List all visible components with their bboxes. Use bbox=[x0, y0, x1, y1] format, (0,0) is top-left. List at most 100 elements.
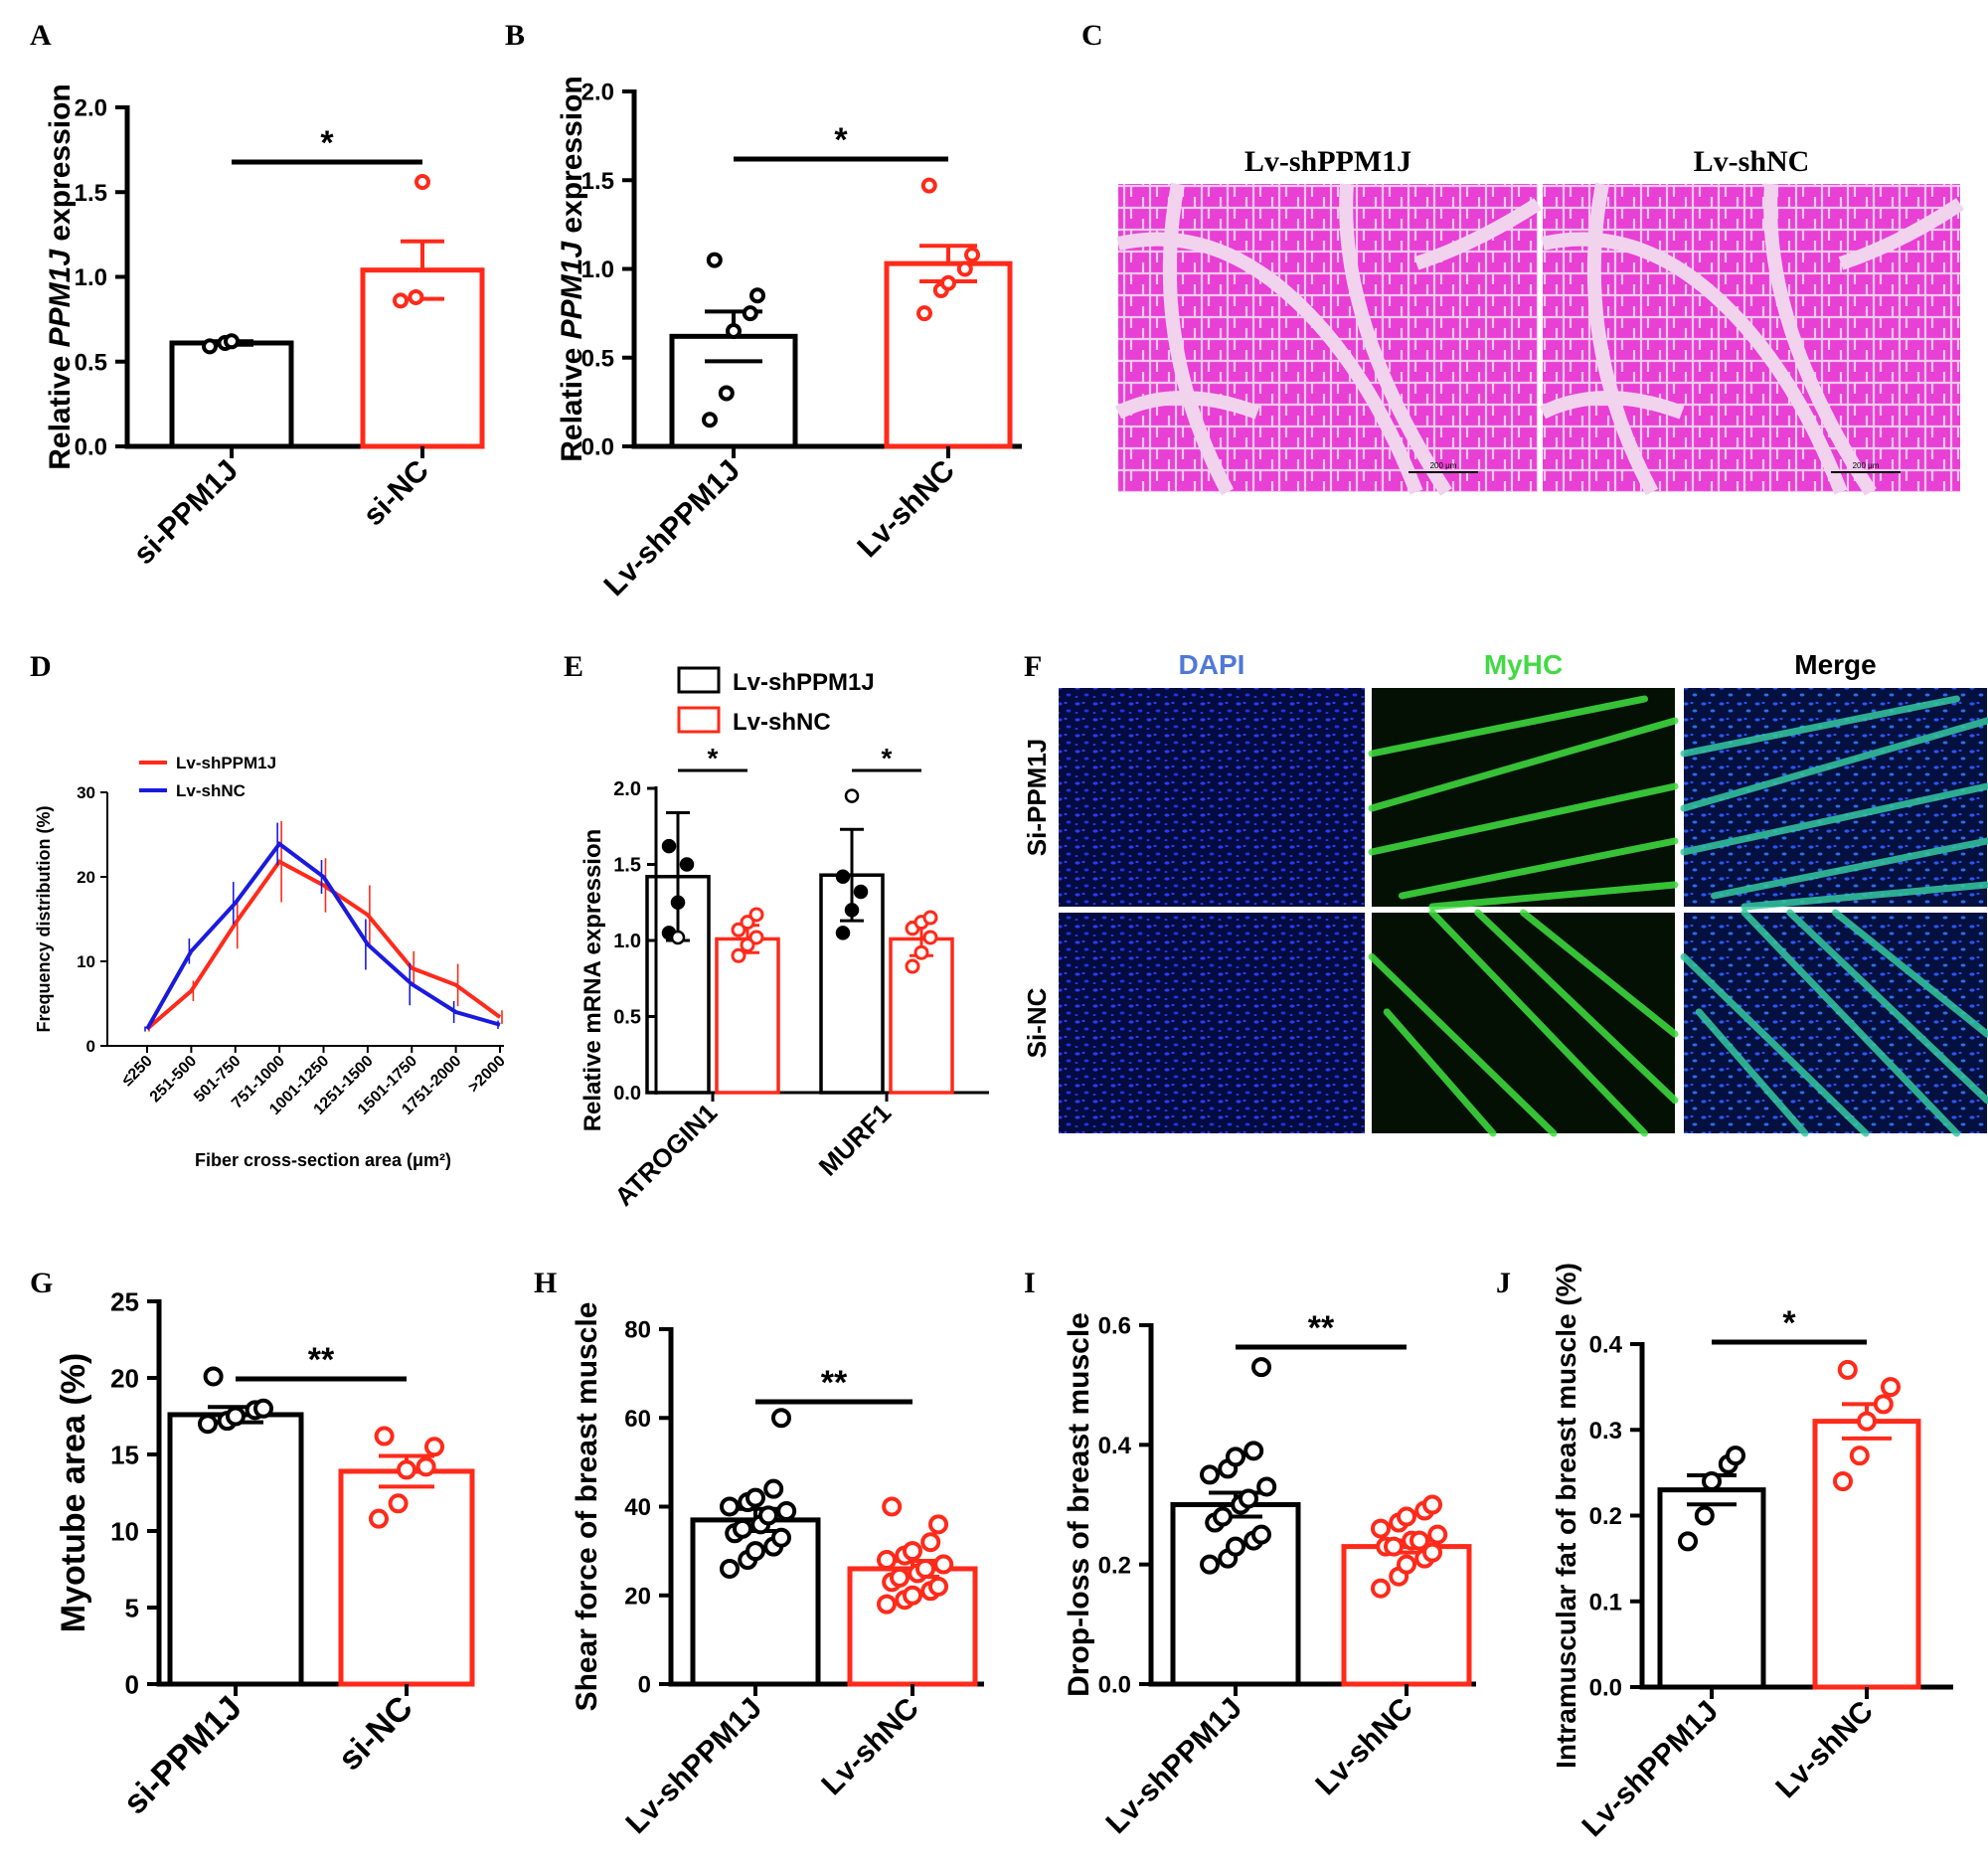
x-category-label: Lv-shPPM1J bbox=[1099, 1692, 1247, 1840]
chart-E: 0.0 0.5 1.0 1.5 2.0 Relative mRNA expression L… bbox=[580, 666, 989, 1212]
x-tick-label: ≤250 bbox=[119, 1053, 156, 1090]
myotube-fiber bbox=[1368, 695, 1648, 758]
data-point bbox=[408, 288, 424, 305]
data-point bbox=[374, 1426, 395, 1447]
chart-J: 0.0 0.1 0.2 0.3 0.4 Intramuscular fat of brea… bbox=[1551, 1263, 1953, 1843]
data-point bbox=[733, 1518, 752, 1539]
myotube-fiber bbox=[1383, 1008, 1497, 1137]
y-tick-label: 10 bbox=[110, 1516, 139, 1546]
x-category-label: Lv-shPPM1J bbox=[597, 454, 746, 602]
scale-bar-label: 200 μm bbox=[1430, 461, 1457, 470]
x-tick-label: 251-500 bbox=[147, 1053, 201, 1106]
connective-septum bbox=[1539, 391, 1685, 420]
data-point bbox=[882, 1496, 903, 1517]
y-tick-label: 1.0 bbox=[613, 931, 641, 952]
myotube-fiber bbox=[1368, 717, 1679, 812]
data-point bbox=[226, 1406, 246, 1427]
myotube-fiber bbox=[1680, 952, 1870, 1137]
legend-label: Lv-shNC bbox=[176, 781, 246, 800]
panel-letter-I: I bbox=[1024, 1267, 1036, 1299]
y-tick-label: 0 bbox=[86, 1037, 95, 1056]
y-tick-label: 0.1 bbox=[1589, 1589, 1622, 1616]
data-point bbox=[1873, 1394, 1894, 1415]
data-point bbox=[1371, 1578, 1391, 1599]
y-axis-label-part: Relative bbox=[556, 339, 588, 461]
chart-G: 0 5 10 15 20 25 Myotube area (%) si-PPM1J si-NC *… bbox=[55, 1286, 475, 1822]
data-point bbox=[1702, 1471, 1722, 1491]
legend-label: Lv-shPPM1J bbox=[733, 669, 875, 696]
y-tick-label: 25 bbox=[110, 1286, 139, 1316]
y-tick-label: 5 bbox=[125, 1593, 139, 1622]
myotube-fiber bbox=[1695, 1008, 1809, 1137]
y-axis-label-part: Relative bbox=[44, 347, 77, 469]
data-point bbox=[749, 287, 765, 304]
data-point bbox=[203, 1366, 224, 1387]
data-point bbox=[890, 1567, 910, 1588]
panel-letter-H: H bbox=[534, 1267, 557, 1299]
myotube-fiber bbox=[1680, 782, 1988, 856]
y-tick-label: 0.0 bbox=[581, 434, 614, 461]
bar-treatment bbox=[1170, 1502, 1301, 1687]
data-point bbox=[922, 930, 938, 945]
series-line-Lv-shNC bbox=[145, 841, 501, 1030]
data-point bbox=[928, 1576, 948, 1597]
y-tick-label: 80 bbox=[624, 1317, 651, 1344]
connective-septum bbox=[1114, 391, 1260, 420]
connective-septum bbox=[1838, 198, 1964, 270]
data-point bbox=[776, 1500, 797, 1521]
data-point bbox=[928, 1514, 948, 1535]
chart-D: 0 10 20 30 Frequency distribution (%) ≤250251… bbox=[34, 754, 509, 1170]
micrograph-dapi bbox=[1059, 688, 1365, 907]
myotube-fiber bbox=[1428, 909, 1648, 1137]
y-tick-label: 0.5 bbox=[613, 1007, 641, 1029]
x-category-label: si-NC bbox=[331, 1689, 420, 1779]
myotube-fiber bbox=[1786, 909, 1988, 1105]
data-point bbox=[1213, 1506, 1233, 1527]
data-point bbox=[740, 915, 755, 931]
data-point bbox=[253, 1398, 273, 1419]
row-label: Si-NC bbox=[1022, 987, 1052, 1058]
y-tick-label: 2.0 bbox=[75, 95, 107, 122]
data-point bbox=[198, 1414, 218, 1435]
data-point bbox=[1726, 1446, 1745, 1466]
data-point bbox=[748, 930, 764, 945]
fluorescence-images: DAPI MyHC Merge Si-PPM1J Si-NC bbox=[1022, 649, 1988, 1137]
data-point bbox=[1422, 1494, 1442, 1515]
y-tick-label: 10 bbox=[77, 952, 95, 971]
data-point bbox=[746, 1487, 765, 1508]
micrograph-merge bbox=[1684, 913, 1987, 1133]
data-point bbox=[915, 1558, 935, 1579]
y-axis-label: Shear force of breast muscle bbox=[571, 1302, 603, 1712]
chart-H: 0 20 40 60 80 Shear force of breast muscle Lv-… bbox=[571, 1302, 984, 1840]
data-point bbox=[1409, 1530, 1429, 1551]
data-point bbox=[1857, 1411, 1877, 1432]
data-point bbox=[1427, 1524, 1448, 1545]
panel-letter-D: D bbox=[30, 650, 52, 683]
myotube-fiber bbox=[1711, 837, 1988, 900]
micrograph-dapi bbox=[1059, 913, 1365, 1133]
y-axis-label-part: expression bbox=[44, 84, 77, 250]
data-point bbox=[835, 926, 851, 940]
data-point bbox=[415, 1456, 436, 1477]
bar-treatment bbox=[167, 1412, 304, 1687]
y-tick-label: 0.0 bbox=[1589, 1675, 1622, 1702]
y-tick-label: 15 bbox=[110, 1440, 139, 1469]
panel-letter-A: A bbox=[30, 19, 52, 52]
data-point bbox=[877, 1594, 897, 1615]
x-category-label: Lv-shNC bbox=[1309, 1692, 1419, 1802]
connective-septum bbox=[1162, 182, 1235, 496]
data-point bbox=[731, 922, 746, 937]
y-axis-label: Intramuscular fat of breast muscle (%) bbox=[1551, 1263, 1581, 1769]
connective-septum bbox=[1586, 182, 1659, 496]
data-point bbox=[903, 1541, 922, 1562]
y-axis-label-gene: PPM1J bbox=[44, 249, 77, 348]
data-point bbox=[835, 869, 851, 884]
data-point bbox=[1881, 1377, 1901, 1398]
data-point bbox=[920, 1532, 941, 1553]
he-image-title: Lv-shNC bbox=[1694, 145, 1810, 178]
data-point bbox=[720, 1496, 740, 1517]
x-category-label: si-NC bbox=[357, 454, 435, 533]
panel-letter-G: G bbox=[30, 1267, 53, 1299]
data-point bbox=[1251, 1357, 1271, 1378]
data-point bbox=[726, 322, 742, 339]
